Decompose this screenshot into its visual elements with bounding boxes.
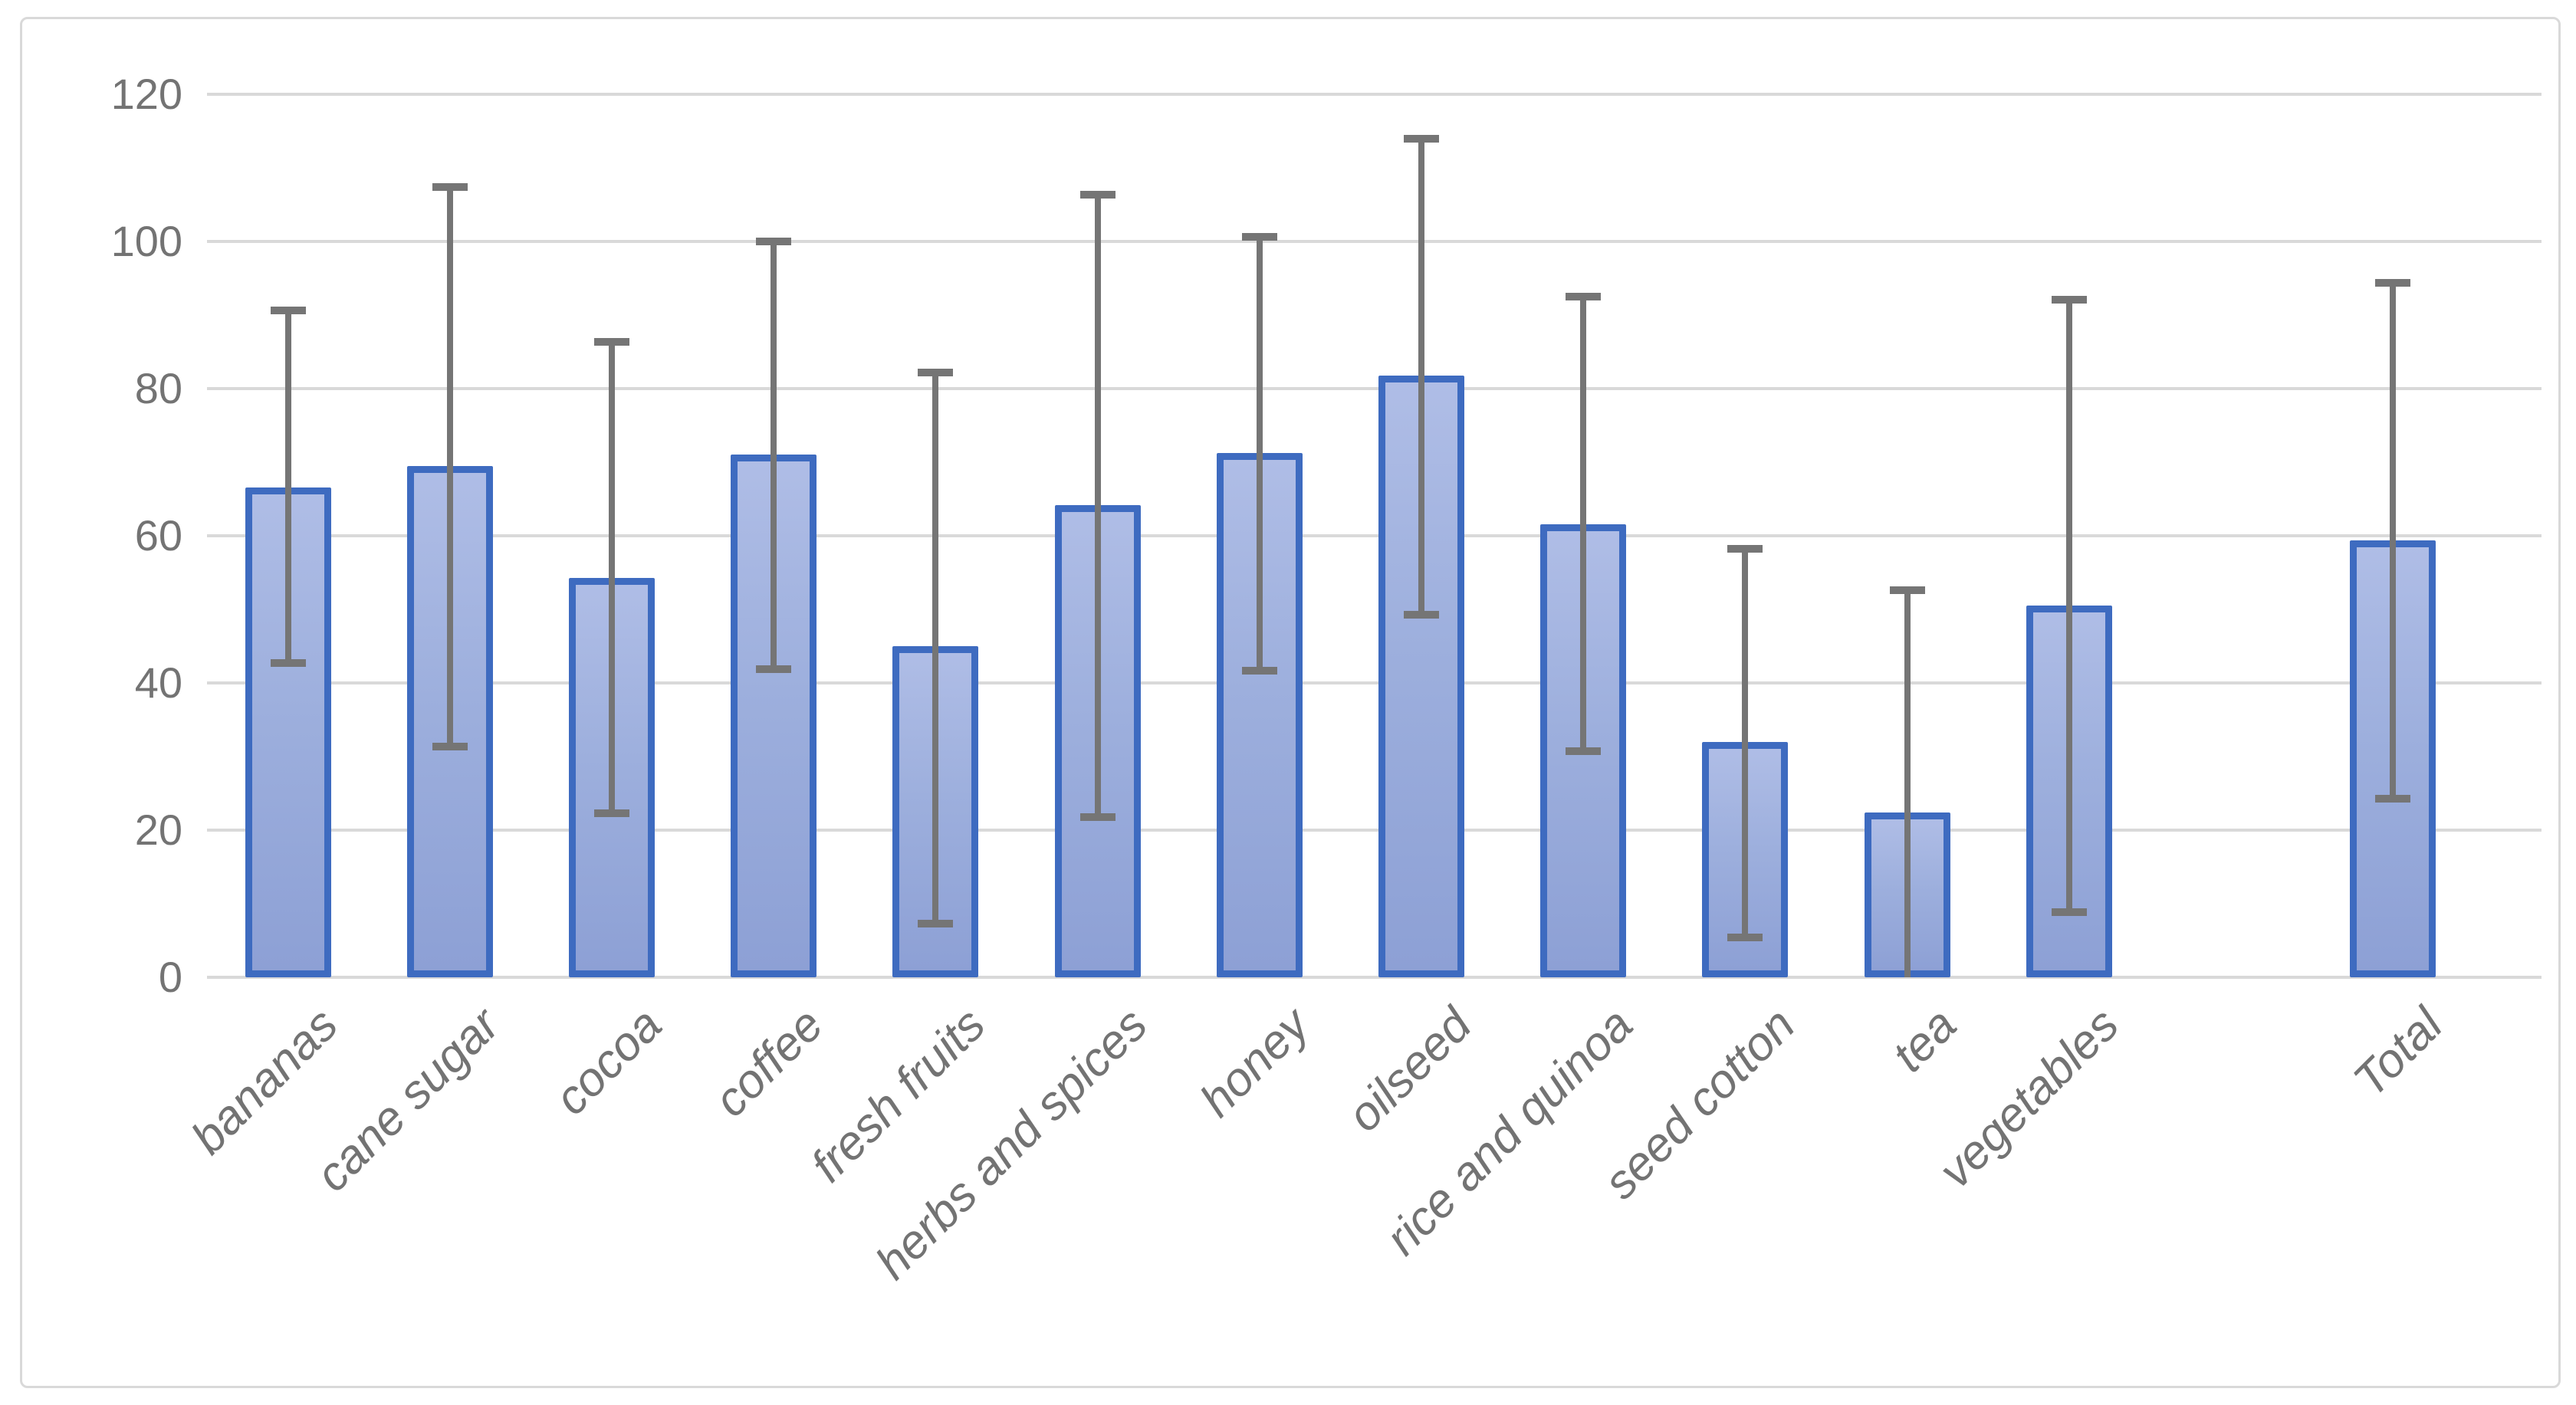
error-bar-seed-cotton bbox=[1742, 547, 1749, 940]
y-tick-label: 0 bbox=[158, 953, 182, 1001]
error-cap-bottom bbox=[594, 809, 629, 817]
y-tick-label: 100 bbox=[110, 217, 182, 265]
error-cap-top bbox=[1079, 190, 1116, 199]
error-cap-bottom bbox=[1404, 610, 1439, 619]
error-cap-top bbox=[2051, 295, 2087, 304]
gridline-y-60 bbox=[207, 534, 2542, 537]
y-tick-label: 40 bbox=[134, 658, 182, 707]
error-cap-top bbox=[918, 369, 954, 376]
error-bar-honey bbox=[1256, 235, 1263, 673]
error-cap-top bbox=[1404, 134, 1439, 143]
error-cap-bottom bbox=[918, 919, 954, 927]
error-bar-rice-and-quinoa bbox=[1580, 294, 1587, 754]
error-cap-bottom bbox=[1727, 934, 1763, 942]
error-bar-fresh-fruits bbox=[932, 370, 939, 926]
error-bar-Total bbox=[2390, 280, 2397, 801]
error-bar-bananas bbox=[284, 308, 291, 665]
gridline-y-100 bbox=[207, 240, 2542, 243]
error-bar-cocoa bbox=[609, 339, 615, 816]
gridline-y-0 bbox=[207, 976, 2542, 979]
gridline-y-20 bbox=[207, 829, 2542, 832]
error-cap-bottom bbox=[1566, 747, 1602, 756]
y-tick-label: 80 bbox=[134, 364, 182, 412]
error-cap-top bbox=[270, 307, 306, 315]
error-cap-bottom bbox=[1241, 666, 1277, 675]
error-bar-oilseed bbox=[1418, 136, 1424, 617]
error-cap-top bbox=[432, 183, 468, 192]
error-cap-bottom bbox=[432, 743, 468, 751]
error-bar-cane-sugar bbox=[446, 185, 453, 750]
error-cap-top bbox=[594, 337, 629, 346]
error-bar-herbs-and-spices bbox=[1094, 192, 1101, 819]
error-cap-bottom bbox=[756, 665, 792, 673]
error-cap-bottom bbox=[2051, 908, 2087, 917]
error-bar-coffee bbox=[770, 239, 777, 671]
chart-outer-border bbox=[20, 17, 2561, 1388]
y-tick-label: 20 bbox=[134, 806, 182, 854]
error-cap-bottom bbox=[270, 658, 306, 667]
error-cap-top bbox=[1566, 293, 1602, 301]
error-cap-top bbox=[1241, 233, 1277, 241]
gridline-y-120 bbox=[207, 93, 2542, 96]
error-bar-vegetables bbox=[2065, 297, 2072, 915]
error-cap-top bbox=[2375, 278, 2411, 287]
bar-bananas[interactable] bbox=[245, 487, 331, 977]
error-cap-top bbox=[1889, 586, 1925, 595]
error-cap-top bbox=[756, 238, 792, 246]
y-tick-label: 60 bbox=[134, 511, 182, 560]
error-cap-top bbox=[1727, 545, 1763, 553]
error-cap-bottom bbox=[2375, 794, 2411, 803]
error-cap-bottom bbox=[1079, 812, 1116, 821]
gridline-y-80 bbox=[207, 387, 2542, 390]
y-tick-label: 120 bbox=[110, 70, 182, 118]
gridline-y-40 bbox=[207, 681, 2542, 684]
error-bar-tea bbox=[1904, 588, 1911, 977]
